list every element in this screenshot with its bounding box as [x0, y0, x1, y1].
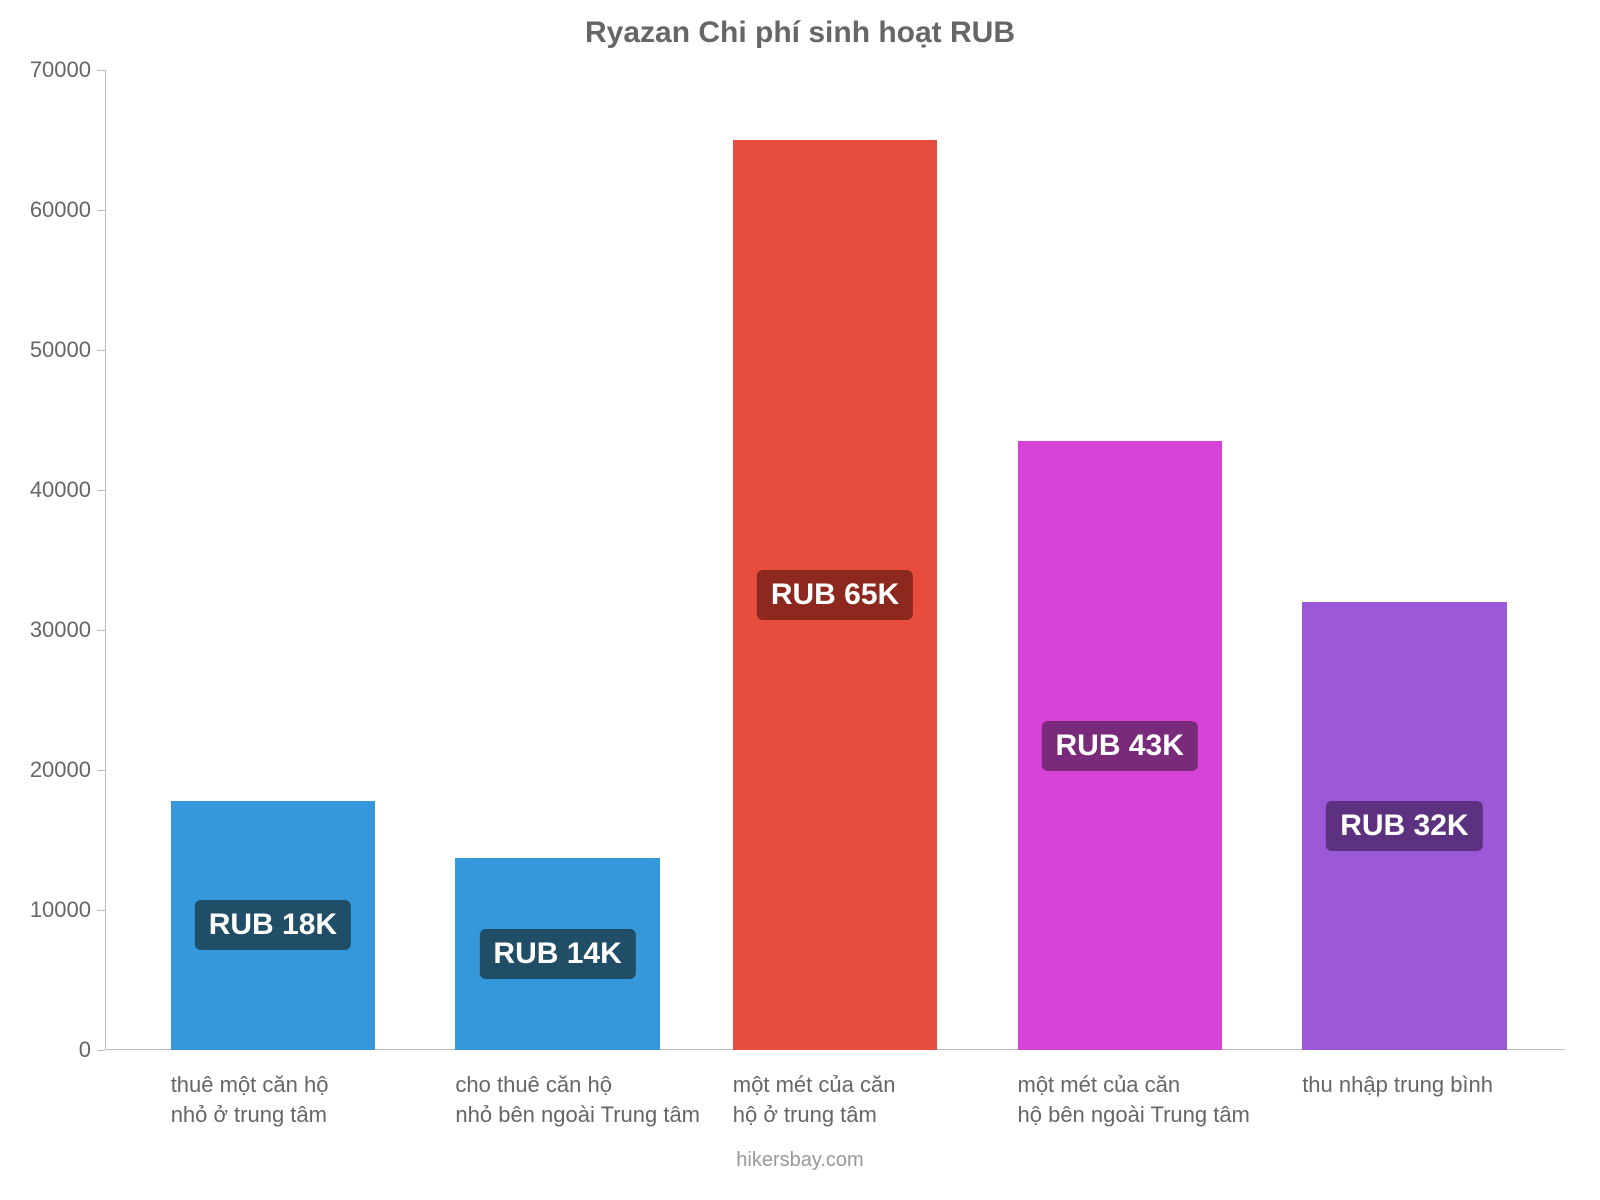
x-axis-label-line: thu nhập trung bình	[1302, 1070, 1493, 1100]
value-badge: RUB 18K	[195, 900, 351, 950]
plot-area: 010000200003000040000500006000070000RUB …	[105, 70, 1565, 1050]
x-axis-label-line: cho thuê căn hộ	[455, 1070, 700, 1100]
value-badge: RUB 43K	[1042, 721, 1198, 771]
x-axis-label: thu nhập trung bình	[1302, 1070, 1493, 1100]
x-axis-label: cho thuê căn hộnhỏ bên ngoài Trung tâm	[455, 1070, 700, 1129]
x-axis-label-line: hộ ở trung tâm	[733, 1100, 896, 1130]
y-tick-mark	[97, 490, 105, 491]
y-tick-label: 40000	[30, 477, 91, 503]
y-tick-mark	[97, 70, 105, 71]
y-tick-mark	[97, 1050, 105, 1051]
y-tick-label: 70000	[30, 57, 91, 83]
value-badge: RUB 32K	[1326, 801, 1482, 851]
value-badge: RUB 65K	[757, 570, 913, 620]
x-axis-label-line: hộ bên ngoài Trung tâm	[1018, 1100, 1250, 1130]
y-tick-label: 20000	[30, 757, 91, 783]
x-axis-label-line: nhỏ ở trung tâm	[171, 1100, 329, 1130]
y-tick-label: 50000	[30, 337, 91, 363]
x-axis-label-line: thuê một căn hộ	[171, 1070, 329, 1100]
y-tick-mark	[97, 770, 105, 771]
y-tick-label: 10000	[30, 897, 91, 923]
y-tick-label: 60000	[30, 197, 91, 223]
y-tick-mark	[97, 210, 105, 211]
x-axis-label-line: một mét của căn	[733, 1070, 896, 1100]
y-tick-label: 30000	[30, 617, 91, 643]
x-axis-label-line: nhỏ bên ngoài Trung tâm	[455, 1100, 700, 1130]
chart-container: Ryazan Chi phí sinh hoạt RUB 01000020000…	[0, 0, 1600, 1200]
x-axis-label: một mét của cănhộ ở trung tâm	[733, 1070, 896, 1129]
y-tick-label: 0	[79, 1037, 91, 1063]
y-tick-mark	[97, 910, 105, 911]
x-axis-label-line: một mét của căn	[1018, 1070, 1250, 1100]
y-axis	[105, 70, 106, 1050]
y-tick-mark	[97, 630, 105, 631]
x-axis-label: thuê một căn hộnhỏ ở trung tâm	[171, 1070, 329, 1129]
chart-footer: hikersbay.com	[0, 1149, 1600, 1172]
x-axis-label: một mét của cănhộ bên ngoài Trung tâm	[1018, 1070, 1250, 1129]
value-badge: RUB 14K	[479, 929, 635, 979]
chart-title: Ryazan Chi phí sinh hoạt RUB	[0, 16, 1600, 50]
y-tick-mark	[97, 350, 105, 351]
